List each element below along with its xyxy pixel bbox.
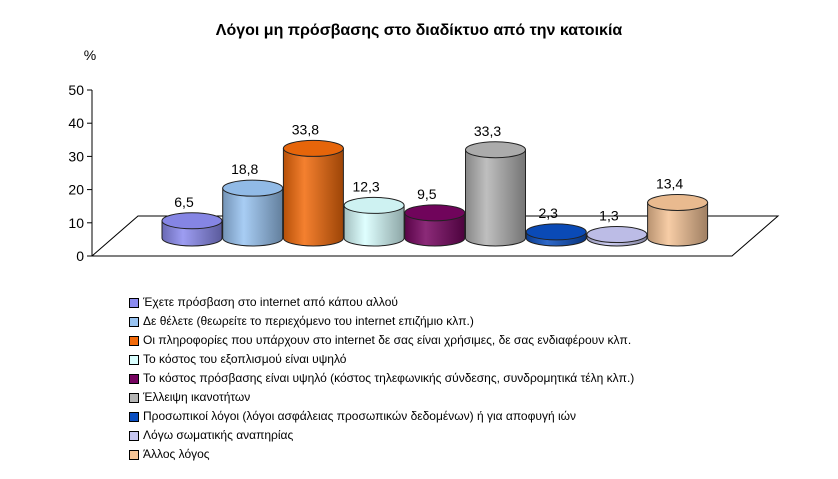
bar-7: 2,3 [525, 205, 587, 247]
bar-body [465, 149, 526, 247]
bar-value-label: 1,3 [599, 208, 619, 224]
legend-swatch [129, 431, 139, 441]
legend-swatch [129, 393, 139, 403]
legend-item: Το κόστος του εξοπλισμού είναι υψηλό [129, 350, 819, 369]
legend-label: Οι πληροφορίες που υπάρχουν στο internet… [143, 333, 632, 347]
bar-2: 18,8 [222, 161, 284, 247]
bar-body [647, 201, 709, 247]
legend-swatch [129, 336, 139, 346]
legend-item: Άλλος λόγος [129, 445, 819, 464]
legend-item: Έχετε πρόσβαση στο internet από κάπου αλ… [129, 293, 819, 312]
y-axis-label: % [84, 47, 96, 63]
bar-top [161, 212, 223, 230]
legend-swatch [129, 412, 139, 422]
bar-value-label: 12,3 [352, 178, 379, 194]
bar-6: 33,3 [465, 123, 526, 247]
bar-value-label: 9,5 [417, 186, 437, 202]
bar-value-label: 18,8 [231, 161, 258, 177]
legend-item: Οι πληροφορίες που υπάρχουν στο internet… [129, 331, 819, 350]
legend-swatch [129, 317, 139, 327]
legend-label: Προσωπικοί λόγοι (λόγοι ασφάλειας προσωπ… [143, 409, 576, 423]
bar-top [282, 139, 344, 157]
bar-body [282, 147, 344, 247]
legend-item: Λόγω σωματικής αναπηρίας [129, 426, 819, 445]
legend-swatch [129, 355, 139, 365]
bar-value-label: 2,3 [538, 205, 558, 221]
legend: Έχετε πρόσβαση στο internet από κάπου αλ… [129, 293, 819, 464]
bar-value-label: 33,3 [474, 123, 501, 139]
bar-4: 12,3 [343, 178, 405, 247]
legend-label: Δε θέλετε (θεωρείτε το περιεχόμενο του i… [143, 314, 474, 328]
bar-value-label: 13,4 [656, 175, 683, 191]
y-tick-label: 20 [68, 182, 84, 198]
legend-item: Το κόστος πρόσβασης είναι υψηλό (κόστος … [129, 369, 819, 388]
bar-8: 1,3 [586, 208, 648, 247]
bar-top [343, 196, 405, 214]
y-tick-label: 0 [76, 248, 84, 264]
bar-body [404, 212, 466, 247]
legend-label: Το κόστος πρόσβασης είναι υψηλό (κόστος … [143, 371, 635, 385]
legend-label: Το κόστος του εξοπλισμού είναι υψηλό [143, 352, 347, 366]
legend-label: Έχετε πρόσβαση στο internet από κάπου αλ… [143, 295, 398, 309]
y-tick-label: 50 [68, 82, 84, 98]
legend-swatch [129, 450, 139, 460]
bar-value-label: 6,5 [174, 194, 194, 210]
bars-group: 6,5 18,8 33,8 12,3 9,5 33,3 2,3 1,3 13,4 [161, 121, 709, 247]
legend-swatch [129, 374, 139, 384]
legend-item: Δε θέλετε (θεωρείτε το περιεχόμενο του i… [129, 312, 819, 331]
y-tick-label: 10 [68, 215, 84, 231]
bar-body [222, 187, 284, 247]
y-tick-label: 40 [68, 115, 84, 131]
bar-top [465, 141, 526, 159]
legend-item: Έλλειψη ικανοτήτων [129, 388, 819, 407]
bar-top [404, 204, 466, 222]
legend-item: Προσωπικοί λόγοι (λόγοι ασφάλειας προσωπ… [129, 407, 819, 426]
y-tick-label: 30 [68, 148, 84, 164]
legend-label: Έλλειψη ικανοτήτων [143, 390, 251, 404]
legend-label: Λόγω σωματικής αναπηρίας [143, 428, 294, 442]
bar-top [586, 226, 648, 244]
bar-9: 13,4 [647, 175, 709, 247]
y-axis: 0 10 20 30 40 50 [68, 82, 93, 264]
bar-top [647, 193, 709, 211]
chart-title: Λόγοι μη πρόσβασης στο διαδίκτυο από την… [216, 22, 623, 39]
legend-label: Άλλος λόγος [143, 447, 210, 461]
bar-3: 33,8 [282, 121, 344, 247]
bar-top [222, 179, 284, 197]
bar-body [343, 204, 405, 247]
legend-swatch [129, 298, 139, 308]
bar-5: 9,5 [404, 186, 466, 247]
bar-1: 6,5 [161, 194, 223, 247]
bar-value-label: 33,8 [292, 121, 319, 137]
bar-top [525, 223, 587, 241]
